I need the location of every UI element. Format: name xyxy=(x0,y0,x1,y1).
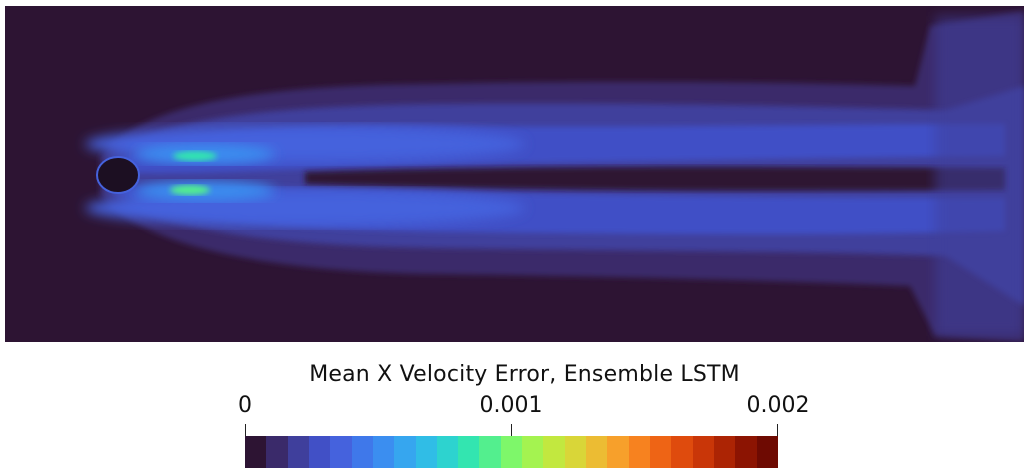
colorbar-swatch xyxy=(628,436,650,468)
colorbar-swatch xyxy=(415,436,437,468)
tick-mark-min xyxy=(245,424,246,437)
colorbar-swatch xyxy=(394,436,416,468)
velocity-error-field xyxy=(5,6,1024,342)
colorbar-swatch xyxy=(458,436,480,468)
colorbar-swatch xyxy=(330,436,352,468)
colorbar-swatch xyxy=(372,436,395,468)
colorbar-swatch xyxy=(756,436,778,468)
colorbar-swatch xyxy=(586,436,608,468)
colorbar xyxy=(245,436,778,468)
colorbar-swatch xyxy=(287,436,309,468)
tick-mark-max xyxy=(777,424,778,437)
tick-label-mid: 0.001 xyxy=(479,393,543,418)
legend-title: Mean X Velocity Error, Ensemble LSTM xyxy=(309,362,740,387)
outlet-region xyxy=(935,16,1024,336)
colorbar-swatch xyxy=(735,436,757,468)
colorbar-swatch xyxy=(607,436,629,468)
colorbar-swatch xyxy=(649,436,672,468)
cylinder-obstacle xyxy=(96,156,140,194)
colorbar-swatch xyxy=(245,436,267,468)
colorbar-swatch xyxy=(266,436,288,468)
colorbar-swatch xyxy=(671,436,693,468)
wake-centerline xyxy=(305,166,1005,191)
tick-label-min: 0 xyxy=(238,393,252,418)
colorbar-swatch xyxy=(436,436,459,468)
colorbar-swatch xyxy=(543,436,565,468)
colorbar-swatch xyxy=(479,436,501,468)
tick-label-max: 0.002 xyxy=(746,393,810,418)
colorbar-swatch xyxy=(500,436,523,468)
colorbar-swatch xyxy=(522,436,544,468)
tick-mark-mid xyxy=(511,424,512,437)
lower-green-spot xyxy=(170,185,210,195)
colorbar-swatch xyxy=(692,436,714,468)
colorbar-swatch xyxy=(564,436,586,468)
colorbar-swatch xyxy=(713,436,736,468)
colorbar-swatch xyxy=(308,436,331,468)
colorbar-swatch xyxy=(351,436,373,468)
upper-green-spot xyxy=(173,151,217,161)
